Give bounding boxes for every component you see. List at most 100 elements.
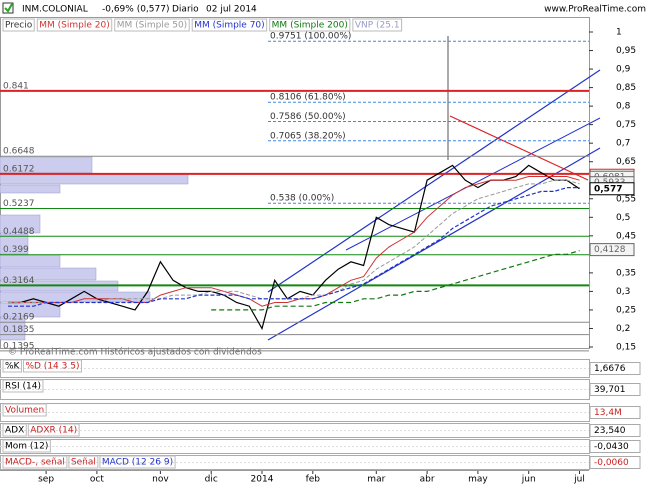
x-tick-label: abr [420, 475, 435, 485]
change: -0,69% (0,577) [102, 5, 170, 15]
resistance-line [449, 115, 589, 181]
level-label: 0.841 [3, 81, 29, 91]
title: INM.COLONIAL [22, 5, 88, 15]
date: 02 jul 2014 [206, 5, 257, 15]
price-marker-box [589, 243, 635, 257]
check-icon [4, 3, 13, 13]
legend-box [2, 18, 35, 32]
profile-bar [0, 184, 61, 194]
panel-label-box [68, 455, 99, 469]
panel-label: ADXR (14) [30, 426, 77, 436]
series-line [8, 164, 580, 331]
period: Diario [172, 5, 199, 15]
fib-label: 0.538 (0.00%) [270, 194, 334, 204]
fib-label: 0.9751 (100.00%) [270, 32, 351, 42]
profile-bar [0, 233, 29, 255]
legend-box [191, 18, 268, 32]
panel-label: MACD-, señal [5, 458, 65, 468]
y-tick-label: 0,9 [616, 65, 631, 75]
price-marker-box [589, 182, 635, 196]
watermark: © ProRealTime.com Históricos ajustados c… [8, 347, 262, 358]
legend-entry: MM (Simple 200) [272, 21, 348, 31]
level-label: 0.6172 [3, 164, 35, 174]
fib-label: 0.7065 (38.20%) [270, 131, 346, 141]
panel-value: 13,4M [594, 408, 622, 418]
panel-label: %D (14 3 5) [25, 362, 79, 372]
level-label: 0.1835 [3, 325, 35, 335]
x-tick-label: nov [152, 475, 169, 485]
x-tick-label: dic [205, 475, 218, 485]
channel-line [345, 117, 601, 251]
x-tick-label: jun [521, 475, 536, 485]
profile-bar [0, 267, 97, 281]
x-tick-label: may [468, 475, 488, 485]
level-label: 0.4488 [3, 227, 35, 237]
series-line [8, 176, 580, 307]
series-line [8, 179, 580, 303]
y-tick-label: 1 [616, 28, 622, 38]
panel-label-box [2, 423, 27, 437]
legend-box [352, 18, 403, 32]
x-tick-label: mar [367, 475, 385, 485]
profile-bar [0, 214, 41, 234]
series-line [211, 250, 580, 311]
panel-label: MACD (12 26 9) [102, 458, 173, 468]
level-label: 0.2169 [3, 313, 35, 323]
y-tick-label: 0,3 [616, 287, 630, 297]
legend-entry: MM (Simple 70) [194, 21, 264, 31]
panel-value: -0,0060 [594, 458, 629, 468]
y-tick-label: 0,7 [616, 139, 630, 149]
price-marker-label: 0,4128 [594, 245, 626, 255]
panel-label-box [2, 439, 51, 453]
panel-label-box [2, 359, 22, 373]
x-tick-label: feb [306, 475, 321, 485]
y-tick-label: 0,45 [616, 231, 636, 241]
y-tick-label: 0,55 [616, 194, 636, 204]
level-label: 0.399 [3, 245, 29, 255]
panel-value-box [589, 424, 641, 437]
y-tick-label: 0,65 [616, 157, 636, 167]
y-tick-label: 0,5 [616, 213, 630, 223]
y-tick-label: 0,85 [616, 83, 636, 93]
site: www.ProRealTime.com [544, 5, 646, 15]
level-label: 0.3164 [3, 276, 35, 286]
series-line [8, 187, 580, 307]
panel-label-box [2, 379, 44, 393]
checkbox[interactable] [2, 2, 14, 14]
price-marker-label: 0,577 [594, 184, 622, 194]
panel-value: 1,6676 [594, 364, 626, 374]
y-tick-label: 0,8 [616, 102, 631, 112]
legend-entry: MM (Simple 50) [117, 21, 187, 31]
panel-value: 23,540 [594, 426, 626, 436]
fib-label: 0.8106 (61.80%) [270, 93, 346, 103]
panel-value: -0,0430 [594, 442, 629, 452]
level-label: 0.1395 [3, 341, 35, 351]
panel-label-box [2, 455, 68, 469]
legend-entry: VNP (25.1 [355, 21, 400, 31]
legend-entry: MM (Simple 20) [39, 21, 109, 31]
panel-value-box [589, 440, 641, 453]
panel-label: Volumen [5, 406, 44, 416]
panel-value-box [589, 383, 641, 396]
x-tick-label: oct [90, 475, 104, 485]
panel-label-box [27, 423, 80, 437]
panel-value: 39,701 [594, 385, 626, 395]
legend-box [269, 18, 351, 32]
channel-line [267, 147, 601, 341]
legend-box [36, 18, 113, 32]
y-tick-label: 0,75 [616, 120, 636, 130]
profile-bar [0, 173, 189, 185]
y-tick-label: 0,25 [616, 305, 636, 315]
panel-label: Mom (12) [5, 442, 48, 452]
y-tick-label: 0,95 [616, 46, 636, 56]
panel-label: RSI (14) [5, 382, 41, 392]
y-tick-label: 0,15 [616, 343, 636, 353]
x-tick-label: 2014 [251, 475, 274, 485]
panel-label: %K [5, 362, 21, 372]
panel-label-box [2, 403, 47, 417]
legend-box [114, 18, 190, 32]
panel-value-box [589, 456, 641, 469]
panel-value-box [589, 406, 641, 419]
